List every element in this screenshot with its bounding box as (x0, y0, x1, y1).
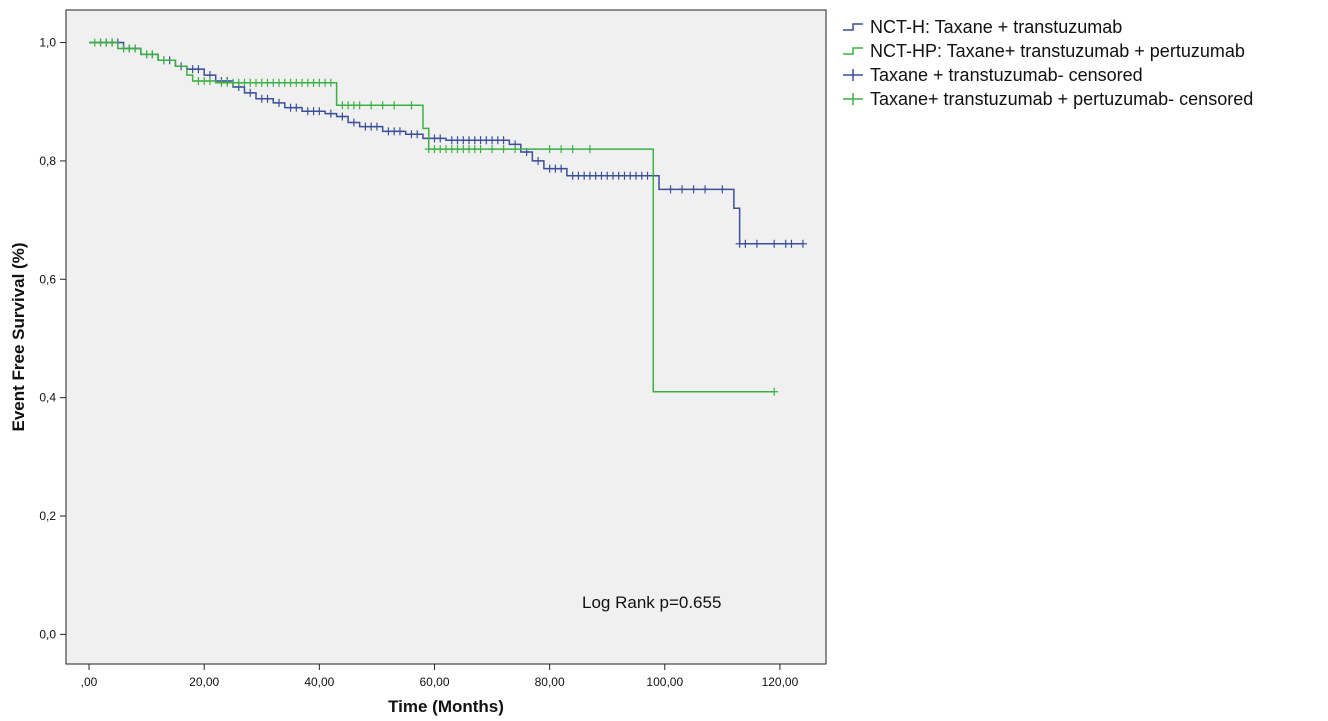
censor-mark-nct-h (798, 239, 807, 248)
legend-label: NCT-HP: Taxane+ transtuzumab + pertuzuma… (870, 41, 1245, 61)
x-tick-label: 80,00 (535, 675, 565, 689)
censor-mark-nct-h (689, 185, 698, 194)
legend-item: Taxane+ transtuzumab + pertuzumab- censo… (843, 89, 1253, 109)
censor-mark-nct-h (315, 107, 324, 116)
censor-mark-nct-hp (326, 78, 335, 87)
plot-area (65, 9, 827, 665)
legend-censor-swatch (843, 69, 863, 81)
censor-mark-nct-hp (205, 77, 214, 86)
censor-mark-nct-h (263, 94, 272, 103)
legend-item: NCT-HP: Taxane+ transtuzumab + pertuzuma… (843, 41, 1245, 61)
x-axis-title: Time (Months) (388, 697, 504, 716)
censor-mark-nct-hp (407, 101, 416, 110)
x-tick-label: 60,00 (419, 675, 449, 689)
y-tick-label: 0,0 (39, 627, 56, 641)
censor-mark-nct-h (701, 185, 710, 194)
legend-label: Taxane+ transtuzumab + pertuzumab- censo… (870, 89, 1253, 109)
censor-mark-nct-h (666, 185, 675, 194)
censor-mark-nct-h (338, 112, 347, 121)
censor-mark-nct-h (349, 118, 358, 127)
survival-curve-nct-hp (89, 41, 775, 393)
censor-mark-nct-h (292, 103, 301, 112)
censor-mark-nct-hp (511, 145, 520, 154)
y-tick-label: 0,2 (39, 509, 56, 523)
censor-mark-nct-hp (545, 145, 554, 154)
censor-mark-nct-hp (488, 145, 497, 154)
censor-mark-nct-hp (131, 44, 140, 53)
x-tick-label: 120,00 (762, 675, 799, 689)
series-layer (89, 38, 807, 396)
axis-ticks: ,00 20,00 40,00 60,00 80,00 100,00 120,00 0,0 0,… (39, 36, 798, 689)
censor-mark-nct-hp (499, 145, 508, 154)
censor-mark-nct-h (678, 185, 687, 194)
legend-line-swatch (843, 47, 863, 55)
censor-mark-nct-h (395, 127, 404, 136)
y-axis-title: Event Free Survival (%) (9, 243, 28, 432)
legend: NCT-H: Taxane + transtuzumab NCT-HP: Taxa… (843, 17, 1253, 109)
legend-line-swatch (843, 23, 863, 31)
y-tick-label: 1,0 (39, 36, 56, 50)
censor-mark-nct-h (275, 98, 284, 107)
x-tick-label: 40,00 (304, 675, 334, 689)
legend-label: NCT-H: Taxane + transtuzumab (870, 17, 1122, 37)
censor-mark-nct-h (326, 109, 335, 118)
censor-mark-nct-h (372, 122, 381, 131)
censor-mark-nct-hp (568, 145, 577, 154)
censor-mark-nct-h (787, 239, 796, 248)
censor-mark-nct-h (413, 130, 422, 139)
censor-mark-nct-hp (367, 101, 376, 110)
censor-mark-nct-hp (159, 56, 168, 65)
legend-censor-swatch (843, 93, 863, 105)
y-tick-label: 0,8 (39, 154, 56, 168)
censor-mark-nct-hp (585, 145, 594, 154)
censor-mark-nct-hp (355, 101, 364, 110)
censor-mark-nct-hp (148, 50, 157, 59)
censor-mark-nct-h (752, 239, 761, 248)
censor-mark-nct-h (718, 185, 727, 194)
censor-mark-nct-h (436, 134, 445, 143)
x-tick-label: 20,00 (189, 675, 219, 689)
censor-mark-nct-h (770, 239, 779, 248)
censor-mark-nct-hp (378, 101, 387, 110)
y-tick-label: 0,4 (39, 391, 56, 405)
censor-mark-nct-h (741, 239, 750, 248)
censor-mark-nct-h (246, 88, 255, 97)
censor-mark-nct-hp (557, 145, 566, 154)
x-tick-label: ,00 (81, 675, 98, 689)
log-rank-annotation: Log Rank p=0.655 (582, 593, 721, 612)
x-tick-label: 100,00 (646, 675, 683, 689)
y-tick-label: 0,6 (39, 272, 56, 286)
censor-mark-nct-hp (770, 387, 779, 396)
censor-mark-nct-h (194, 65, 203, 74)
censor-mark-nct-hp (108, 38, 117, 47)
censor-mark-nct-h (534, 156, 543, 165)
legend-label: Taxane + transtuzumab- censored (870, 65, 1143, 85)
censor-mark-nct-h (499, 136, 508, 145)
legend-item: NCT-H: Taxane + transtuzumab (843, 17, 1122, 37)
censor-mark-nct-h (557, 164, 566, 173)
censor-mark-nct-hp (476, 145, 485, 154)
legend-item: Taxane + transtuzumab- censored (843, 65, 1143, 85)
censor-mark-nct-hp (390, 101, 399, 110)
